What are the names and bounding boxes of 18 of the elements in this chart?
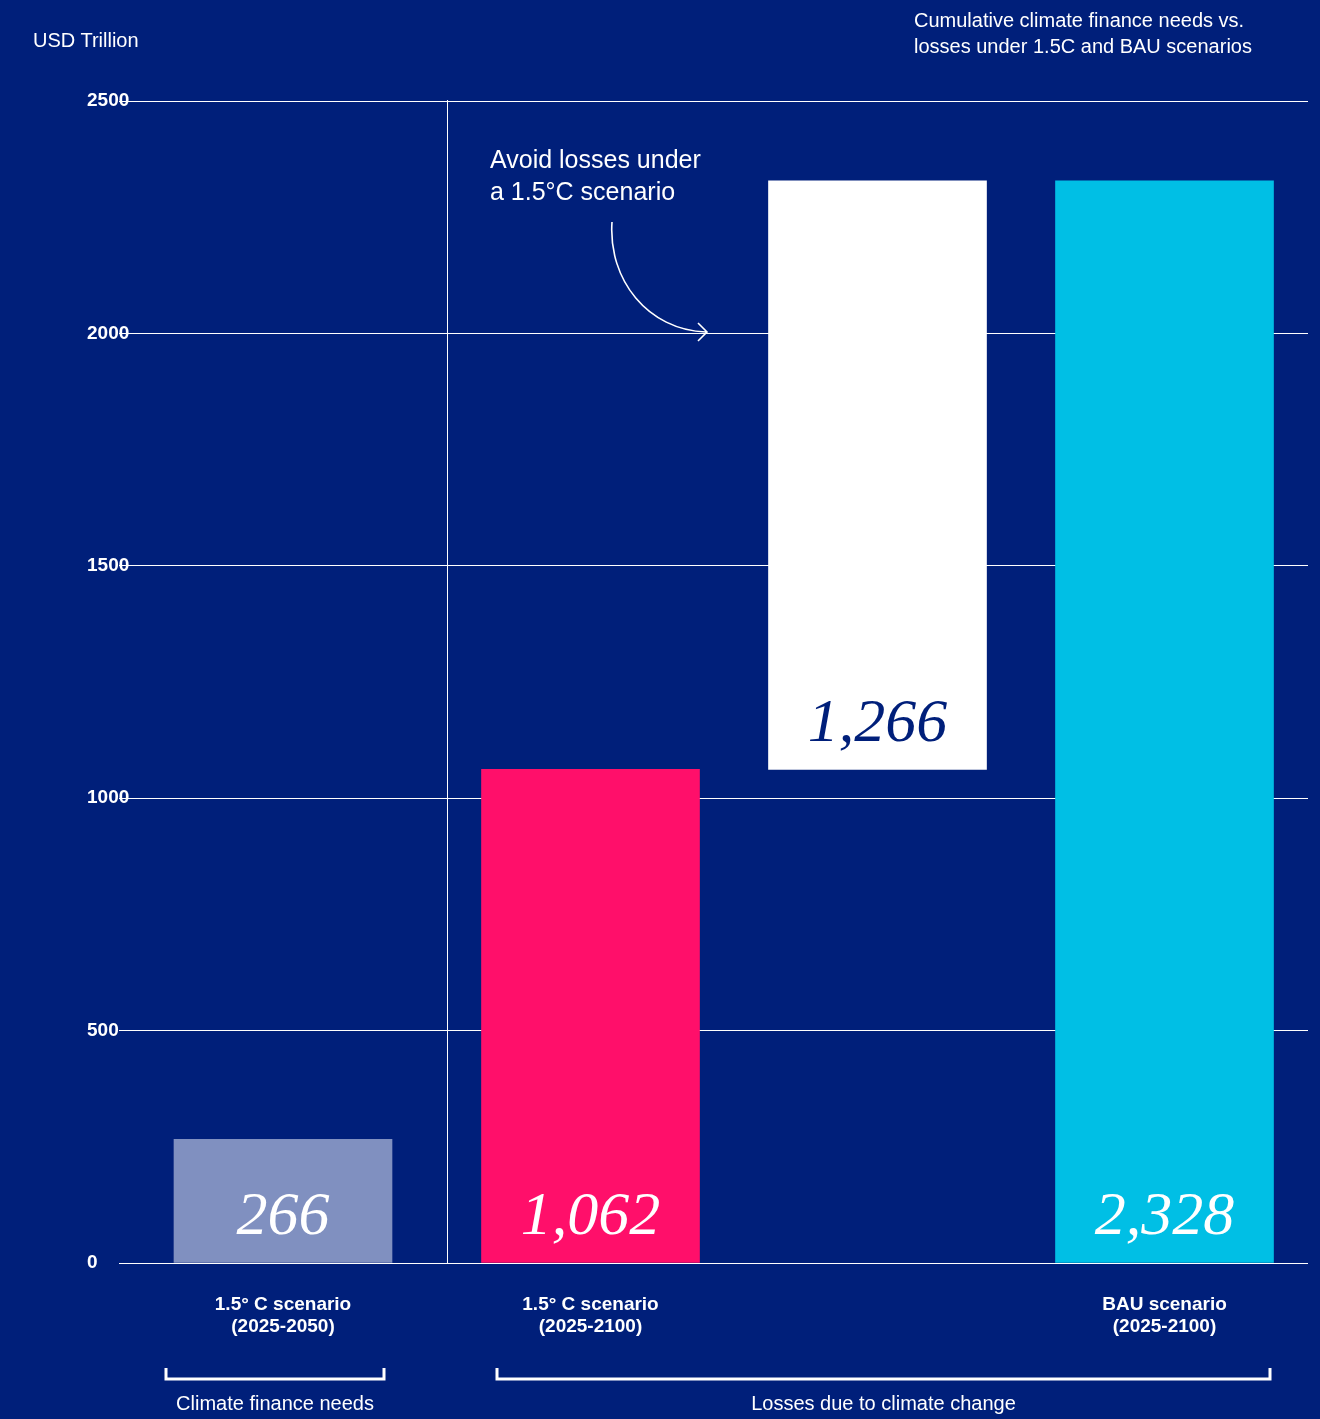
data-label: 1,062 (520, 1179, 661, 1248)
data-label: 266 (236, 1179, 330, 1248)
y-tick-label: 1000 (87, 786, 130, 808)
y-tick-label: 500 (87, 1018, 119, 1040)
x-tick-label: 1.5° C scenario (2025-2050) (214, 1292, 352, 1337)
chart-title: Cumulative climate finance needs vs. losses under 1.5C and BAU scenarios (914, 8, 1253, 59)
data-label: 2,328 (1094, 1179, 1235, 1248)
annotation: Avoid losses under a 1.5°C scenario (490, 144, 701, 207)
y-tick-label: 1500 (87, 554, 130, 576)
y-tick-label: 2500 (87, 89, 130, 111)
data-label: 1,266 (807, 685, 948, 754)
text: Climate finance needs (175, 1391, 375, 1415)
x-tick-label: BAU scenario (2025-2100) (1102, 1292, 1227, 1337)
x-tick-label: 1.5° C scenario (2025-2100) (522, 1292, 659, 1337)
y-tick-label: 0 (87, 1251, 98, 1273)
y-axis-title: USD Trillion (33, 29, 139, 52)
y-tick-label: 2000 (87, 321, 130, 343)
text: Losses due to climate change (750, 1391, 1017, 1415)
